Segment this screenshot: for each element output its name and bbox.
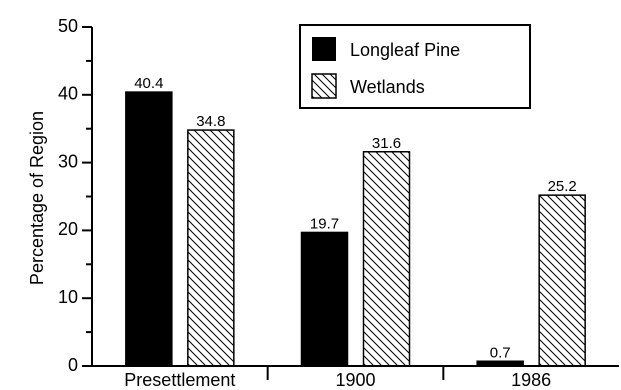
category-labels: Presettlement 1900 1986 xyxy=(124,370,551,390)
legend-box xyxy=(299,24,531,109)
data-label: 40.4 xyxy=(134,75,163,92)
bar-longleaf-pine xyxy=(125,91,173,367)
data-label: 31.6 xyxy=(372,135,401,152)
data-labels: 40.4 34.8 19.7 31.6 0.7 25.2 xyxy=(134,75,577,361)
bar-wetlands xyxy=(362,151,411,367)
legend: Longleaf Pine Wetlands xyxy=(299,24,531,109)
data-label: 0.7 xyxy=(490,344,511,361)
y-tick-label: 40 xyxy=(58,84,78,104)
data-label: 19.7 xyxy=(310,215,339,232)
bars xyxy=(125,91,586,367)
data-label: 25.2 xyxy=(548,178,577,195)
legend-swatch-longleaf-pine xyxy=(312,37,336,61)
x-category-label: Presettlement xyxy=(124,370,235,390)
legend-label-wetlands: Wetlands xyxy=(350,77,425,97)
legend-label-longleaf-pine: Longleaf Pine xyxy=(350,40,460,60)
bar-longleaf-pine xyxy=(476,360,524,367)
y-ticks: 0 10 20 30 40 50 xyxy=(58,16,92,375)
bar-longleaf-pine xyxy=(300,231,349,367)
x-category-label: 1900 xyxy=(335,370,375,390)
bar-wetlands xyxy=(538,194,586,367)
y-tick-label: 10 xyxy=(58,287,78,307)
x-category-label: 1986 xyxy=(511,370,551,390)
y-axis-title: Percentage of Region xyxy=(27,111,47,285)
legend-swatch-wetlands xyxy=(311,73,337,99)
y-tick-label: 0 xyxy=(68,355,78,375)
y-tick-label: 30 xyxy=(58,151,78,171)
y-tick-label: 50 xyxy=(58,16,78,36)
x-ticks xyxy=(266,366,445,380)
y-tick-label: 20 xyxy=(58,219,78,239)
data-label: 34.8 xyxy=(196,113,225,130)
bar-wetlands xyxy=(187,129,235,367)
